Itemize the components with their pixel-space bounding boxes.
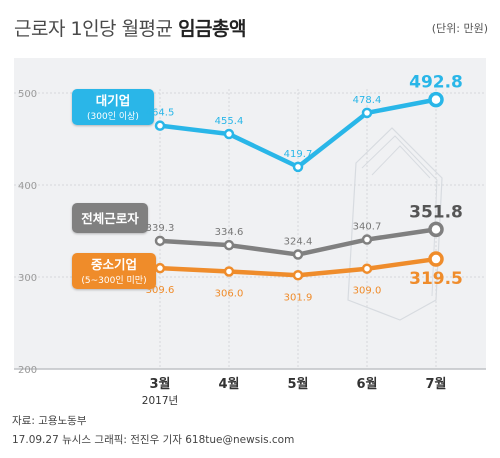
data-label: 340.7: [353, 222, 382, 233]
data-point: [292, 270, 304, 281]
data-label-latest: 351.8: [409, 202, 463, 222]
deco-bills: [347, 127, 443, 321]
chart-title: 근로자 1인당 월평균 임금총액: [14, 14, 246, 41]
credit-note: 17.09.27 뉴시스 그래픽: 전진우 기자 618tue@newsis.c…: [12, 434, 295, 446]
x-tick-label: 6월: [356, 376, 377, 392]
legend-name: 중소기업: [91, 257, 137, 272]
data-label: 306.0: [215, 288, 244, 299]
data-point: [223, 128, 235, 140]
deco-bill-edge: [361, 135, 438, 297]
data-point: [154, 262, 166, 274]
data-label: 334.6: [215, 227, 244, 238]
data-point: [223, 239, 235, 251]
data-point: [361, 107, 373, 119]
data-point: [361, 263, 373, 274]
source-note: 자료: 고용노동부: [12, 415, 87, 427]
data-label: 478.4: [353, 95, 382, 106]
data-point: [154, 120, 166, 131]
unit-label: (단위: 만원): [431, 22, 488, 35]
data-label-latest: 319.5: [409, 269, 463, 289]
data-point: [428, 221, 444, 238]
y-tick-label: 300: [18, 273, 37, 284]
data-point: [292, 161, 304, 173]
y-tick-label: 500: [18, 89, 37, 100]
legend-name: 대기업: [96, 93, 131, 108]
data-label-latest: 492.8: [409, 73, 463, 93]
data-point: [428, 251, 444, 267]
legend-box: [72, 89, 154, 125]
y-tick-label: 200: [18, 365, 37, 376]
data-point: [223, 266, 235, 277]
deco-bill-edge-2: [371, 145, 431, 179]
data-label: 301.9: [284, 292, 313, 303]
x-tick-label: 3월: [149, 376, 170, 392]
data-label: 309.0: [353, 286, 382, 297]
data-label: 419.7: [284, 149, 313, 160]
x-tick-label: 4월: [218, 376, 239, 392]
data-point: [428, 91, 444, 108]
legend-sublabel: (5~300인 미만): [81, 275, 146, 286]
legend-name: 전체근로자: [81, 211, 139, 226]
legend-box: [72, 203, 148, 233]
x-tick-label: 7월: [425, 376, 446, 392]
year-label: 2017년: [142, 395, 178, 407]
data-label: 455.4: [215, 116, 244, 127]
x-tick-label: 5월: [287, 376, 308, 392]
data-point: [292, 249, 304, 260]
data-point: [361, 234, 373, 245]
money-illustration: [347, 127, 443, 321]
data-label: 324.4: [284, 237, 313, 248]
data-point: [154, 235, 166, 247]
y-tick-label: 400: [18, 181, 37, 192]
title-bold: 임금총액: [178, 18, 246, 40]
legend-box: [72, 253, 156, 289]
data-label: 339.3: [146, 223, 175, 234]
legend-sublabel: (300인 이상): [87, 111, 139, 122]
title-light: 근로자 1인당 월평균: [14, 18, 173, 40]
data-label: 309.6: [146, 285, 175, 296]
data-label: 464.5: [146, 108, 175, 119]
